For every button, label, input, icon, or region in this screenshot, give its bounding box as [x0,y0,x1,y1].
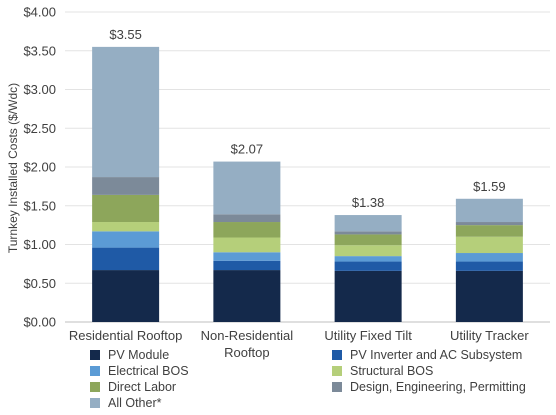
bar-segment [334,215,402,232]
bars [92,46,523,322]
bar-segment [213,222,281,238]
legend-label: All Other* [108,396,162,410]
y-tick-label: $2.00 [23,160,56,175]
bar-segment [334,231,402,235]
y-tick-label: $2.50 [23,121,56,136]
legend-item: Design, Engineering, Permitting [332,380,526,394]
bar-segment [334,234,402,246]
bar-segment [92,194,160,223]
y-axis-ticks: $0.00 $0.50 $1.00 $1.50 $2.00 $2.50 $3.00 $3.50… [23,5,56,330]
bar-segment [213,161,281,215]
bar-segment [92,270,160,322]
bar-total-label: $3.55 [109,27,142,42]
legend: PV Module PV Inverter and AC Subsystem Ele… [90,348,556,414]
bar-segment [213,252,281,261]
bar-segment [92,231,160,248]
legend-swatch [332,350,342,360]
bar-total-label: $2.07 [231,142,264,157]
legend-label: PV Module [108,348,170,362]
bar-segment [334,261,402,271]
x-axis-categories: Residential Rooftop Non-Residential Roofto… [69,328,530,360]
legend-item: All Other* [90,396,162,410]
bar-segment [455,253,523,262]
x-category-label: Non-Residential [201,328,294,343]
legend-label: PV Inverter and AC Subsystem [350,348,523,362]
bar-segment [455,225,523,237]
bar-segment [455,198,523,223]
legend-item: Direct Labor [90,380,176,394]
x-category-label: Utility Fixed Tilt [324,328,412,343]
bar-total-label: $1.59 [473,179,506,194]
bar-segment [455,270,523,322]
bar-segment [213,260,281,271]
legend-swatch [332,366,342,376]
bar-segment [455,261,523,271]
bar-segment [334,245,402,257]
legend-item: Electrical BOS [90,364,189,378]
bar-segment [334,270,402,322]
y-tick-label: $1.00 [23,237,56,252]
x-category-label: Rooftop [224,345,270,360]
y-tick-label: $3.50 [23,43,56,58]
bar-segment [213,270,281,322]
bar-segment [92,247,160,271]
legend-swatch [90,398,100,408]
y-tick-label: $0.50 [23,276,56,291]
y-tick-label: $0.00 [23,315,56,330]
legend-swatch [332,382,342,392]
bar-segment [92,222,160,232]
x-category-label: Utility Tracker [450,328,529,343]
bar-segment [213,214,281,223]
bar-segment [455,222,523,226]
bar-segment [334,256,402,262]
bar-segment [92,46,160,178]
y-tick-label: $3.00 [23,82,56,97]
legend-swatch [90,350,100,360]
legend-swatch [90,382,100,392]
legend-label: Design, Engineering, Permitting [350,380,526,394]
legend-item: PV Inverter and AC Subsystem [332,348,522,362]
legend-item: PV Module [90,348,169,362]
bar-totals: $3.55 $2.07 $1.38 $1.59 [109,27,505,210]
legend-swatch [90,366,100,376]
y-tick-label: $4.00 [23,5,56,20]
y-tick-label: $1.50 [23,198,56,213]
legend-label: Structural BOS [350,364,434,378]
y-axis-title: Turnkey Installed Costs ($/Wdc) [6,83,20,253]
bar-segment [455,236,523,254]
legend-item: Structural BOS [332,364,433,378]
bar-segment [92,177,160,195]
bar-total-label: $1.38 [352,195,385,210]
legend-label: Electrical BOS [108,364,189,378]
bar-segment [213,237,281,253]
legend-label: Direct Labor [108,380,177,394]
x-category-label: Residential Rooftop [69,328,182,343]
